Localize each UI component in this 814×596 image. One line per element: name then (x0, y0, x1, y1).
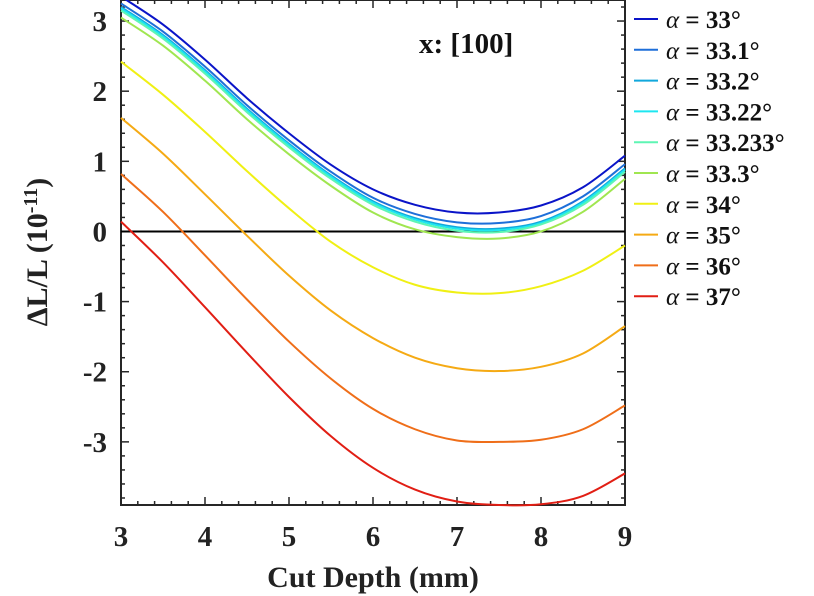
series-line-7 (120, 117, 626, 373)
y-tick-labels: 3 2 1 0 -1 -2 -3 (83, 6, 107, 459)
x-tick-label: 6 (366, 521, 381, 553)
legend-value: = 33.3° (679, 161, 760, 188)
y-axis-label-exponent: -11 (20, 188, 42, 214)
legend-label: α = 35° (666, 223, 741, 250)
y-tick-label: 1 (93, 146, 108, 178)
y-tick-label: -2 (83, 357, 107, 389)
legend-item[interactable]: α = 36° (634, 253, 741, 280)
legend-alpha-symbol: α (666, 69, 680, 96)
legend-label: α = 33.1° (666, 38, 760, 65)
legend-label: α = 36° (666, 253, 741, 280)
legend-item[interactable]: α = 37° (634, 284, 741, 311)
legend-item[interactable]: α = 33.2° (634, 69, 760, 96)
y-tick-label: 2 (93, 76, 108, 108)
legend[interactable]: α = 33°α = 33.1°α = 33.2°α = 33.22°α = 3… (634, 7, 785, 311)
legend-value: = 33.1° (679, 38, 760, 65)
legend-label: α = 37° (666, 284, 741, 311)
legend-item[interactable]: α = 33.3° (634, 161, 760, 188)
series-line-6 (120, 60, 626, 295)
legend-value: = 33.2° (679, 69, 760, 96)
x-tick-label: 7 (450, 521, 465, 553)
axis-ticks (120, 0, 626, 505)
series-line-1 (120, 2, 626, 225)
legend-value: = 33.233° (679, 130, 785, 157)
y-axis-label-main: ΔL/L (10 (21, 213, 54, 326)
legend-item[interactable]: α = 33.22° (634, 99, 772, 126)
legend-value: = 35° (679, 223, 741, 250)
legend-value: = 37° (679, 284, 741, 311)
series-line-4 (120, 9, 626, 234)
legend-label: α = 33.2° (666, 69, 760, 96)
legend-label: α = 33.3° (666, 161, 760, 188)
x-axis-label: Cut Depth (mm) (267, 561, 479, 594)
x-tick-label: 8 (534, 521, 549, 553)
x-tick-labels: 3 4 5 6 7 8 9 (114, 521, 633, 553)
series-lines (120, 0, 626, 507)
series-line-8 (120, 173, 626, 444)
x-tick-label: 3 (114, 521, 129, 553)
y-tick-label: -3 (83, 427, 107, 459)
legend-alpha-symbol: α (666, 99, 680, 126)
legend-alpha-symbol: α (666, 130, 680, 157)
legend-item[interactable]: α = 33° (634, 7, 741, 34)
legend-alpha-symbol: α (666, 223, 680, 250)
y-axis-label: ΔL/L (10-11) (20, 178, 54, 327)
y-tick-label: 0 (93, 216, 108, 248)
legend-value: = 33° (679, 7, 741, 34)
legend-alpha-symbol: α (666, 253, 680, 280)
y-tick-label: 3 (93, 6, 108, 38)
legend-item[interactable]: α = 33.233° (634, 130, 785, 157)
x-tick-label: 9 (618, 521, 633, 553)
legend-alpha-symbol: α (666, 7, 680, 34)
x-tick-label: 5 (282, 521, 297, 553)
series-line-5 (120, 16, 626, 240)
legend-value: = 34° (679, 192, 741, 219)
legend-item[interactable]: α = 34° (634, 192, 741, 219)
series-line-0 (124, 0, 626, 215)
legend-label: α = 34° (666, 192, 741, 219)
x-tick-label: 4 (198, 521, 213, 553)
legend-label: α = 33.233° (666, 130, 785, 157)
legend-alpha-symbol: α (666, 38, 680, 65)
legend-value: = 36° (679, 253, 741, 280)
annotation-direction: x: [100] (419, 28, 513, 60)
plot-area (120, 0, 626, 507)
legend-label: α = 33° (666, 7, 741, 34)
y-axis-label-close: ) (21, 178, 54, 188)
legend-alpha-symbol: α (666, 161, 680, 188)
series-line-3 (120, 7, 626, 232)
legend-item[interactable]: α = 35° (634, 223, 741, 250)
series-line-2 (120, 6, 626, 231)
y-tick-label: -1 (83, 287, 107, 319)
legend-alpha-symbol: α (666, 192, 680, 219)
series-line-9 (120, 220, 626, 507)
legend-alpha-symbol: α (666, 284, 680, 311)
plot-frame (120, 0, 626, 506)
legend-label: α = 33.22° (666, 99, 772, 126)
legend-item[interactable]: α = 33.1° (634, 38, 760, 65)
legend-value: = 33.22° (679, 99, 772, 126)
